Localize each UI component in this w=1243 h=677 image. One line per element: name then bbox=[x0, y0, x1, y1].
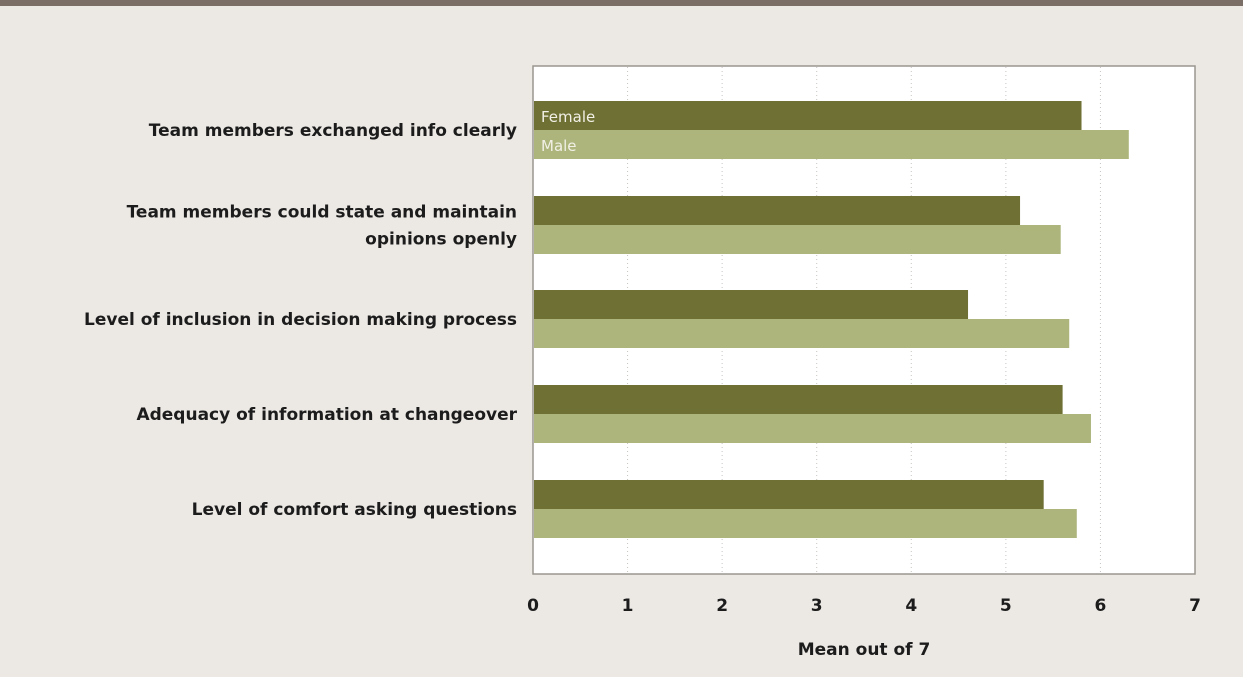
bar-male bbox=[534, 414, 1091, 443]
top-border bbox=[0, 0, 1243, 6]
category-labels: Team members exchanged info clearly Team … bbox=[84, 121, 518, 520]
bar-female bbox=[534, 101, 1082, 130]
x-tick-labels: 0 1 2 3 4 5 6 7 bbox=[527, 596, 1201, 616]
x-tick-label: 7 bbox=[1189, 596, 1201, 616]
bars: Female Male bbox=[534, 101, 1129, 538]
bar-female bbox=[534, 290, 969, 319]
bar-female bbox=[534, 385, 1063, 414]
bar-male bbox=[534, 509, 1077, 538]
x-tick-label: 4 bbox=[905, 596, 917, 616]
category-label: Level of comfort asking questions bbox=[192, 500, 517, 520]
x-axis-title: Mean out of 7 bbox=[798, 640, 931, 660]
bar-female bbox=[534, 196, 1021, 225]
x-tick-label: 0 bbox=[527, 596, 539, 616]
bar-male bbox=[534, 225, 1061, 254]
legend-label-female: Female bbox=[541, 108, 595, 126]
x-tick-label: 5 bbox=[1000, 596, 1012, 616]
category-label: Team members exchanged info clearly bbox=[149, 121, 517, 141]
category-label: opinions openly bbox=[365, 230, 517, 250]
x-tick-label: 1 bbox=[622, 596, 634, 616]
category-label: Level of inclusion in decision making pr… bbox=[84, 310, 517, 330]
bar-male bbox=[534, 319, 1070, 348]
x-tick-label: 3 bbox=[811, 596, 823, 616]
bar-female bbox=[534, 480, 1044, 509]
x-tick-label: 2 bbox=[716, 596, 728, 616]
x-tick-label: 6 bbox=[1095, 596, 1107, 616]
category-label: Adequacy of information at changeover bbox=[136, 405, 517, 425]
legend-label-male: Male bbox=[541, 137, 577, 155]
bar-male bbox=[534, 130, 1129, 159]
category-label: Team members could state and maintain bbox=[127, 203, 517, 223]
